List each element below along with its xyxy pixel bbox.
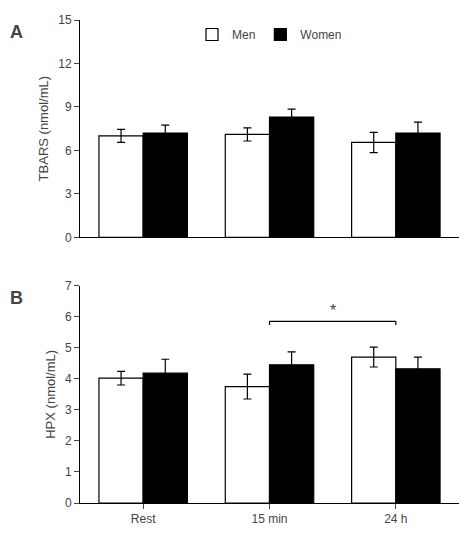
svg-text:3: 3 (65, 187, 72, 201)
svg-text:12: 12 (58, 57, 72, 71)
svg-text:HPX (nmol/mL): HPX (nmol/mL) (43, 350, 58, 439)
svg-text:1: 1 (65, 465, 72, 479)
svg-text:15: 15 (58, 13, 72, 27)
svg-text:9: 9 (65, 100, 72, 114)
svg-text:A: A (10, 22, 23, 42)
svg-text:3: 3 (65, 403, 72, 417)
svg-text:7: 7 (65, 279, 72, 293)
svg-text:Rest: Rest (131, 512, 156, 526)
svg-text:Men: Men (232, 28, 255, 42)
svg-text:2: 2 (65, 434, 72, 448)
svg-text:6: 6 (65, 310, 72, 324)
svg-text:0: 0 (65, 496, 72, 510)
svg-text:*: * (330, 302, 336, 319)
svg-text:15 min: 15 min (251, 512, 287, 526)
svg-text:24 h: 24 h (384, 512, 407, 526)
svg-text:4: 4 (65, 372, 72, 386)
svg-text:Women: Women (300, 28, 341, 42)
svg-text:0: 0 (65, 231, 72, 245)
svg-text:TBARS (nmol/mL): TBARS (nmol/mL) (36, 76, 51, 181)
svg-text:6: 6 (65, 144, 72, 158)
svg-text:5: 5 (65, 341, 72, 355)
svg-text:B: B (10, 288, 23, 308)
